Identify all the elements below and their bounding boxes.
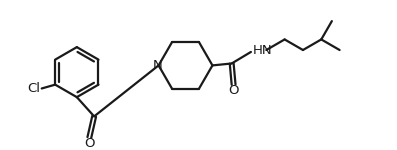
Text: N: N: [153, 59, 162, 72]
Text: O: O: [84, 137, 94, 150]
Text: Cl: Cl: [27, 82, 40, 95]
Text: HN: HN: [253, 44, 272, 57]
Text: O: O: [228, 84, 239, 97]
